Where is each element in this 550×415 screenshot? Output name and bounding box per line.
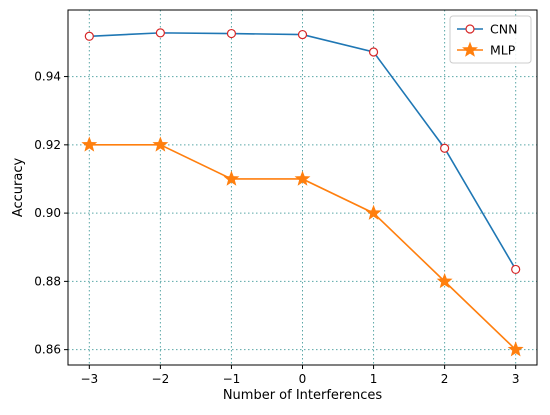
data-point-mlp: [507, 341, 524, 357]
data-point-mlp: [365, 204, 382, 220]
y-tick-label: 0.94: [34, 70, 61, 84]
data-point-mlp: [152, 136, 169, 152]
x-tick-label: −3: [80, 372, 98, 386]
data-point-mlp: [436, 273, 453, 289]
series-layer: [81, 28, 524, 357]
data-point-cnn: [297, 29, 308, 40]
data-point-mlp: [223, 170, 240, 186]
x-tick-label: 2: [441, 372, 449, 386]
data-point-mlp: [294, 170, 311, 186]
x-tick-label: −1: [223, 372, 241, 386]
data-point-mlp: [81, 136, 98, 152]
y-tick-label: 0.90: [34, 206, 61, 220]
x-tick-label: 0: [299, 372, 307, 386]
y-axis: 0.86 0.88 0.90 0.92 0.94: [34, 70, 68, 357]
data-point-cnn: [440, 143, 450, 153]
x-axis-label: Number of Interferences: [223, 388, 383, 403]
y-tick-label: 0.92: [34, 138, 61, 152]
series-cnn: [84, 28, 521, 275]
legend-label-cnn: CNN: [490, 22, 517, 37]
data-point-cnn: [155, 28, 165, 38]
legend: CNN MLP: [449, 15, 532, 64]
data-point-cnn: [511, 264, 521, 275]
legend-label-mlp: MLP: [490, 43, 516, 58]
data-point-cnn: [368, 47, 379, 57]
data-point-cnn: [84, 31, 94, 41]
x-tick-label: −2: [152, 372, 170, 386]
y-tick-label: 0.88: [34, 274, 61, 288]
series-mlp: [81, 136, 524, 357]
x-tick-label: 3: [512, 372, 520, 386]
x-axis: −3 −2 −1 0 1 2 3: [80, 365, 520, 386]
y-tick-label: 0.86: [34, 343, 61, 357]
data-point-cnn: [226, 28, 237, 39]
legend-marker-mlp: [462, 41, 478, 57]
x-tick-label: 1: [370, 372, 378, 386]
y-axis-label: Accuracy: [11, 158, 26, 218]
legend-marker-cnn: [465, 24, 475, 34]
